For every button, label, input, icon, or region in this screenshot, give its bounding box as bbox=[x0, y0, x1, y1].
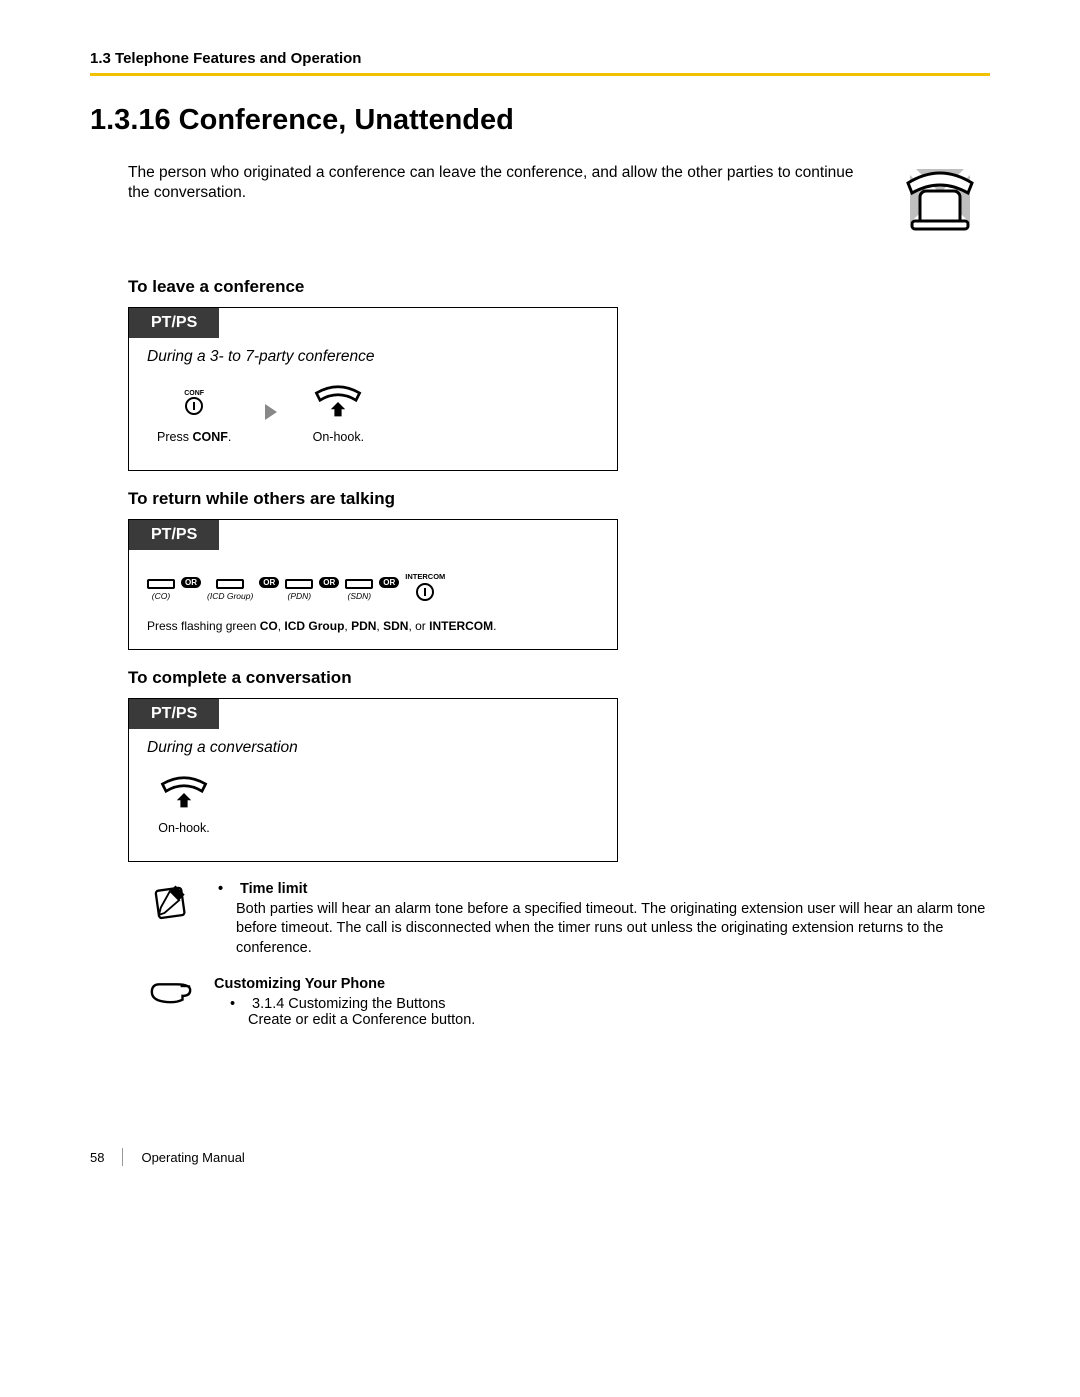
step-onhook: On-hook. bbox=[157, 771, 211, 835]
procedure-return: PT/PS (CO) OR (ICD Group) OR (PDN) OR (S… bbox=[128, 519, 618, 650]
customize-title: Customizing Your Phone bbox=[214, 976, 990, 992]
co-button-icon bbox=[147, 579, 175, 589]
caption-post: . bbox=[228, 430, 231, 444]
conf-label: CONF bbox=[184, 390, 204, 397]
subhead-return: To return while others are talking bbox=[128, 489, 990, 509]
customize-item: 3.1.4 Customizing the Buttons Create or … bbox=[248, 996, 990, 1028]
tab-ptps: PT/PS bbox=[129, 308, 219, 338]
handset-down-icon bbox=[311, 382, 365, 422]
tab-ptps: PT/PS bbox=[129, 520, 219, 550]
page-header: 1.3 Telephone Features and Operation bbox=[90, 50, 990, 67]
conf-button-icon bbox=[185, 397, 203, 415]
pdn-button-icon bbox=[285, 579, 313, 589]
note-icon bbox=[148, 880, 196, 958]
subhead-leave: To leave a conference bbox=[128, 277, 990, 297]
pdn-label: (PDN) bbox=[287, 591, 311, 601]
or-pill: OR bbox=[379, 577, 399, 588]
sdn-label: (SDN) bbox=[347, 591, 371, 601]
context-line: During a conversation bbox=[147, 739, 599, 757]
context-line: During a 3- to 7-party conference bbox=[147, 348, 599, 366]
caption-pre: Press bbox=[157, 430, 192, 444]
or-pill: OR bbox=[181, 577, 201, 588]
intro-text: The person who originated a conference c… bbox=[128, 163, 870, 247]
procedure-leave: PT/PS During a 3- to 7-party conference … bbox=[128, 307, 618, 471]
step-onhook: On-hook. bbox=[311, 380, 365, 444]
sdn-button-icon bbox=[345, 579, 373, 589]
co-label: (CO) bbox=[152, 591, 170, 601]
icd-button-icon bbox=[216, 579, 244, 589]
tab-ptps: PT/PS bbox=[129, 699, 219, 729]
procedure-complete: PT/PS During a conversation On-hook. bbox=[128, 698, 618, 862]
or-pill: OR bbox=[259, 577, 279, 588]
button-options-row: (CO) OR (ICD Group) OR (PDN) OR (SDN) OR… bbox=[147, 560, 599, 609]
section-title: 1.3.16 Conference, Unattended bbox=[90, 104, 990, 137]
subhead-complete: To complete a conversation bbox=[128, 668, 990, 688]
book-title: Operating Manual bbox=[141, 1150, 244, 1165]
return-instruction: Press flashing green CO, ICD Group, PDN,… bbox=[147, 619, 599, 633]
pointing-hand-icon bbox=[148, 976, 196, 1028]
header-rule bbox=[90, 73, 990, 76]
arrow-icon bbox=[265, 404, 277, 420]
intercom-label: INTERCOM bbox=[405, 572, 445, 581]
caption-onhook: On-hook. bbox=[313, 430, 364, 444]
step-press-conf: CONF Press CONF. bbox=[157, 380, 231, 444]
caption-b: CONF bbox=[192, 430, 227, 444]
caption-onhook: On-hook. bbox=[158, 821, 209, 835]
page-footer: 58 Operating Manual bbox=[90, 1148, 990, 1166]
handset-down-icon bbox=[157, 773, 211, 813]
phone-crossed-icon bbox=[890, 163, 990, 247]
intercom-button-icon bbox=[416, 583, 434, 601]
note-time-limit: Time limit Both parties will hear an ala… bbox=[236, 880, 990, 958]
or-pill: OR bbox=[319, 577, 339, 588]
page-number: 58 bbox=[90, 1150, 104, 1165]
icd-label: (ICD Group) bbox=[207, 591, 253, 601]
